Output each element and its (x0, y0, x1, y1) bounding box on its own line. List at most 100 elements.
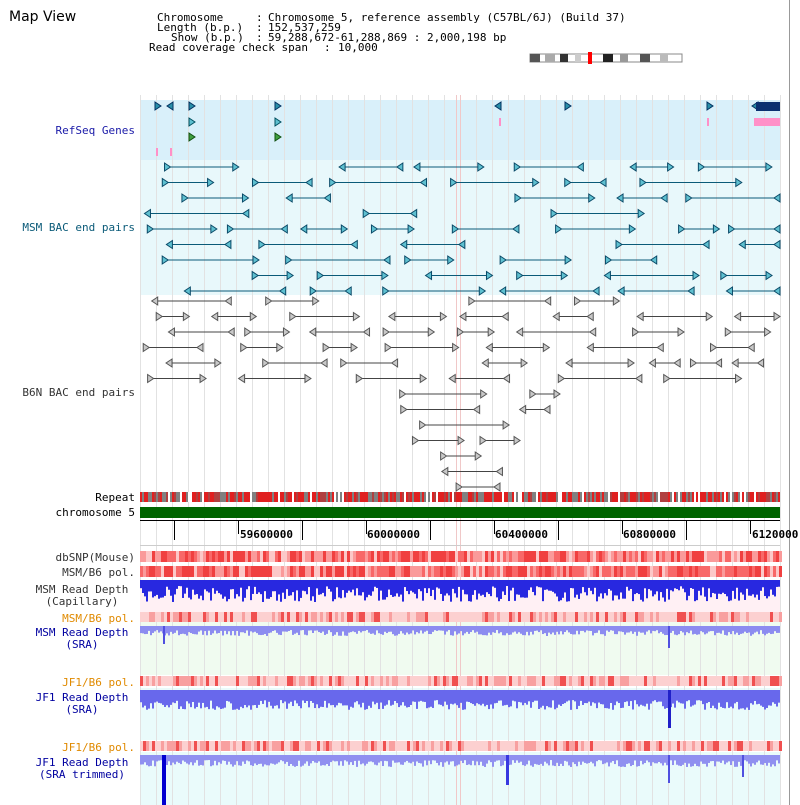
jf1-trim-depth-bar (278, 755, 280, 763)
msm-bac-end (477, 162, 485, 172)
capillary-depth-bar (726, 580, 728, 597)
msm-sra-depth-bar (404, 626, 406, 635)
repeat-segment (458, 492, 460, 502)
polymorphism-cell (695, 551, 698, 562)
polymorphism-cell (779, 566, 782, 577)
jf1-sra-depth-bar (534, 690, 536, 701)
polymorphism-cell (779, 612, 782, 622)
msm-bac-label[interactable]: MSM BAC end pairs (22, 221, 135, 234)
msm-depth-sra-label[interactable]: MSM Read Depth (SRA) (35, 626, 129, 651)
capillary-depth-bar (326, 580, 328, 587)
polymorphism-cell (542, 612, 545, 622)
polymorphism-cell (224, 676, 227, 686)
polymorphism-cell (644, 612, 647, 622)
capillary-depth-bar (510, 580, 512, 591)
capillary-depth-bar (378, 580, 380, 601)
jf1-trim-depth-bar (452, 755, 454, 762)
polymorphism-cell (389, 676, 392, 686)
repeat-segment (158, 492, 160, 502)
msm-sra-depth-bar (206, 626, 208, 636)
jf1-trim-depth-bar (152, 755, 154, 761)
polymorphism-cell (461, 551, 464, 562)
capillary-depth-bar (554, 580, 556, 594)
dbsnp-label[interactable]: dbSNP(Mouse) (55, 551, 135, 564)
chromosome-key: Chromosome (157, 11, 224, 24)
polymorphism-cell (764, 566, 767, 577)
capillary-depth-bar (286, 580, 288, 590)
msm-sra-depth-bar (230, 626, 232, 636)
polymorphism-cell (206, 676, 209, 686)
msm-depth-capillary-label[interactable]: MSM Read Depth (Capillary) (35, 583, 129, 608)
jf1-sra-depth-bar (560, 690, 562, 706)
jf1-depth-sra-label[interactable]: JF1 Read Depth (SRA) (35, 691, 129, 716)
jf1-sra-depth-bar (482, 690, 484, 704)
polymorphism-cell (161, 612, 164, 622)
b6n-bac-end (399, 389, 407, 399)
polymorphism-cell (326, 612, 329, 622)
b6n-bac-label[interactable]: B6N BAC end pairs (22, 386, 135, 399)
jf1-trim-depth-bar (374, 755, 376, 765)
refseq-genes-label[interactable]: RefSeq Genes (55, 124, 135, 137)
polymorphism-cell (698, 551, 701, 562)
polymorphism-cell (212, 741, 215, 751)
msm-b6-pol-label[interactable]: MSM/B6 pol. (62, 566, 135, 579)
jf1-b6-pol-label[interactable]: JF1/B6 pol. (62, 676, 135, 689)
capillary-depth-bar (762, 580, 764, 588)
polymorphism-cell (707, 551, 710, 562)
polymorphism-cell (365, 676, 368, 686)
capillary-depth-bar (536, 580, 538, 587)
polymorphism-cell (689, 741, 692, 751)
jf1-sra-depth-bar (348, 690, 350, 710)
repeat-segment (734, 492, 736, 502)
polymorphism-cell (347, 676, 350, 686)
b6n-bac-end (340, 358, 348, 368)
polymorphism-cell (689, 676, 692, 686)
jf1-sra-depth-bar (214, 690, 216, 710)
jf1-depth-trimmed-label[interactable]: JF1 Read Depth (SRA trimmed) (35, 756, 129, 781)
polymorphism-cell (179, 741, 182, 751)
polymorphism-cell (161, 741, 164, 751)
jf1-sra-depth-bar (770, 690, 772, 706)
msm-sra-depth-bar (354, 626, 356, 633)
msm-b6-pol-sra-label[interactable]: MSM/B6 pol. (62, 612, 135, 625)
polymorphism-cell (725, 566, 728, 577)
polymorphism-cell (140, 741, 143, 751)
msm-sra-depth-spike (163, 626, 165, 644)
polymorphism-cell (746, 566, 749, 577)
polymorphism-cell (497, 566, 500, 577)
b6n-bac-end (472, 404, 481, 415)
jf1-sra-depth-bar (442, 690, 444, 707)
polymorphism-cell (518, 741, 521, 751)
polymorphism-cell (761, 676, 764, 686)
jf1-trim-depth-bar (744, 755, 746, 761)
jf1-trim-depth-bar (618, 755, 620, 767)
polymorphism-cell (416, 612, 419, 622)
polymorphism-cell (338, 741, 341, 751)
jf1-trim-depth-bar (394, 755, 396, 763)
capillary-depth-bar (656, 580, 658, 592)
capillary-depth-bar (476, 580, 478, 600)
polymorphism-cell (515, 676, 518, 686)
polymorphism-cell (329, 612, 332, 622)
repeat-segment (392, 492, 394, 502)
msm-bac-end (576, 162, 584, 172)
jf1-trim-depth-bar (158, 755, 160, 761)
repeat-segment (640, 492, 642, 502)
jf1-trim-depth-bar (326, 755, 328, 765)
jf1-trim-depth-bar (254, 755, 256, 764)
jf1-sra-depth-bar (538, 690, 540, 709)
capillary-depth-bar (426, 580, 428, 594)
repeat-segment (302, 492, 304, 502)
polymorphism-cell (557, 551, 560, 562)
polymorphism-cell (410, 676, 413, 686)
repeat-segment (408, 492, 410, 502)
polymorphism-cell (266, 612, 269, 622)
repeat-segment (484, 492, 486, 502)
repeat-segment (310, 492, 312, 502)
capillary-depth-bar (300, 580, 302, 598)
jf1-trim-depth-spike (162, 755, 166, 805)
capillary-depth-bar (376, 580, 378, 588)
jf1-b6-pol-trim-label[interactable]: JF1/B6 pol. (62, 741, 135, 754)
polymorphism-cell (314, 676, 317, 686)
